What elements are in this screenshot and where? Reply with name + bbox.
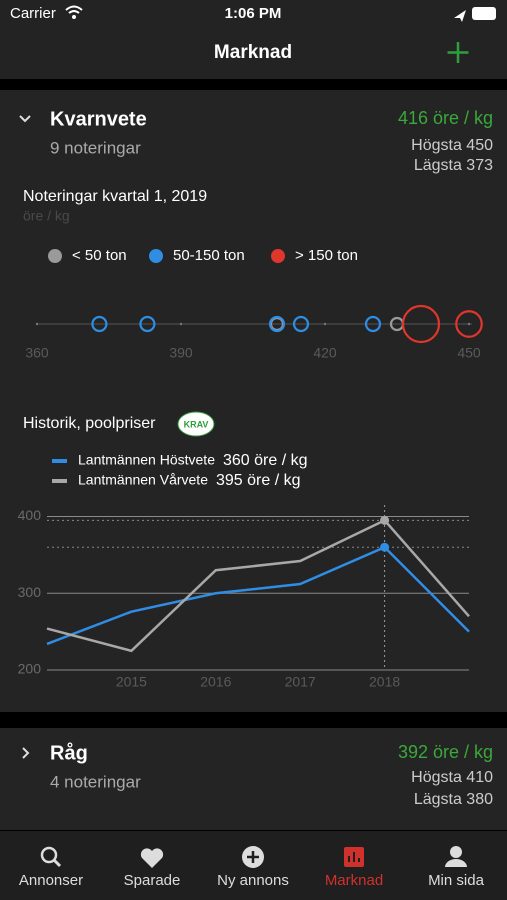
legend-value: 395 öre / kg [216,472,301,489]
point [364,315,382,333]
add-icon-plus [247,851,259,863]
chevron-down[interactable] [19,115,31,123]
x-tick-label: 420 [313,345,337,361]
highlight-point [380,542,390,552]
tab-label[interactable]: Ny annons [217,872,289,889]
point [401,304,441,344]
x-tick-label: 390 [169,345,193,361]
x-tick-label: 2016 [200,674,231,690]
x-tick-label: 450 [457,345,481,361]
card-high: Högsta 410 [411,769,493,786]
tick-mark [35,322,39,326]
y-tick-label: 400 [18,507,42,523]
chart-title: Historik, poolpriser [23,415,156,432]
tab-label[interactable]: Sparade [124,872,181,889]
legend-label: Lantmännen Höstvete [78,452,215,468]
krav-badge [177,411,215,437]
x-tick-label: 2015 [116,674,147,690]
x-tick-label: 2018 [369,674,400,690]
wifi-icon [65,5,83,14]
user-icon-body [445,859,467,867]
add-button[interactable] [447,42,469,63]
tab-label[interactable]: Marknad [325,872,383,889]
legend-dot [48,249,62,263]
x-tick-label: 360 [25,345,49,361]
time: 1:06 PM [225,5,282,22]
wifi-dot [72,15,76,19]
axis-unit: öre / kg [23,208,70,224]
user-icon-head [450,846,462,858]
card-low: Lägsta 380 [414,791,493,808]
badge-text: KRAV [184,419,209,429]
battery [472,7,496,20]
card-high: Högsta 450 [411,137,493,154]
line-series [46,545,470,646]
carrier: Carrier [10,5,56,22]
line-series [46,518,470,653]
card-count: 9 noteringar [50,138,141,157]
card-price: 416 öre / kg [398,108,493,128]
point [268,315,286,333]
card-count: 4 noteringar [50,772,141,791]
heart-icon [140,848,164,868]
point [139,315,156,333]
tab-label[interactable]: Annonser [19,872,83,889]
card-low: Lägsta 373 [414,157,493,174]
y-tick-label: 200 [18,661,42,677]
tab-label[interactable]: Min sida [428,872,485,889]
legend-label: Lantmännen Vårvete [78,472,208,488]
point [455,310,483,338]
legend-label: > 150 ton [295,247,358,264]
location-icon [454,10,466,22]
legend-label: 50-150 ton [173,247,245,264]
point [91,315,108,333]
x-tick-label: 2017 [285,674,316,690]
legend-value: 360 öre / kg [223,452,308,469]
chevron-right[interactable] [22,747,30,759]
tab-icons [40,846,467,868]
top-bar [0,0,507,79]
card-title: Råg [50,741,88,764]
legend-dot [271,249,285,263]
tick-mark [323,322,327,326]
card-price: 392 öre / kg [398,742,493,762]
point [292,315,310,333]
y-tick-label: 300 [18,584,42,600]
search-icon [40,846,58,864]
highlight-point [380,515,390,525]
tick-mark [179,322,183,326]
search-handle [52,858,62,868]
tick-mark [467,322,471,326]
chart-icon-bars [348,852,360,862]
card[interactable] [0,728,507,830]
nav-title: Marknad [214,42,292,63]
legend-label: < 50 ton [72,247,127,264]
legend-dot [149,249,163,263]
card[interactable] [0,90,507,712]
card-title: Kvarnvete [50,108,147,130]
chart-title: Noteringar kvartal 1, 2019 [23,188,207,205]
